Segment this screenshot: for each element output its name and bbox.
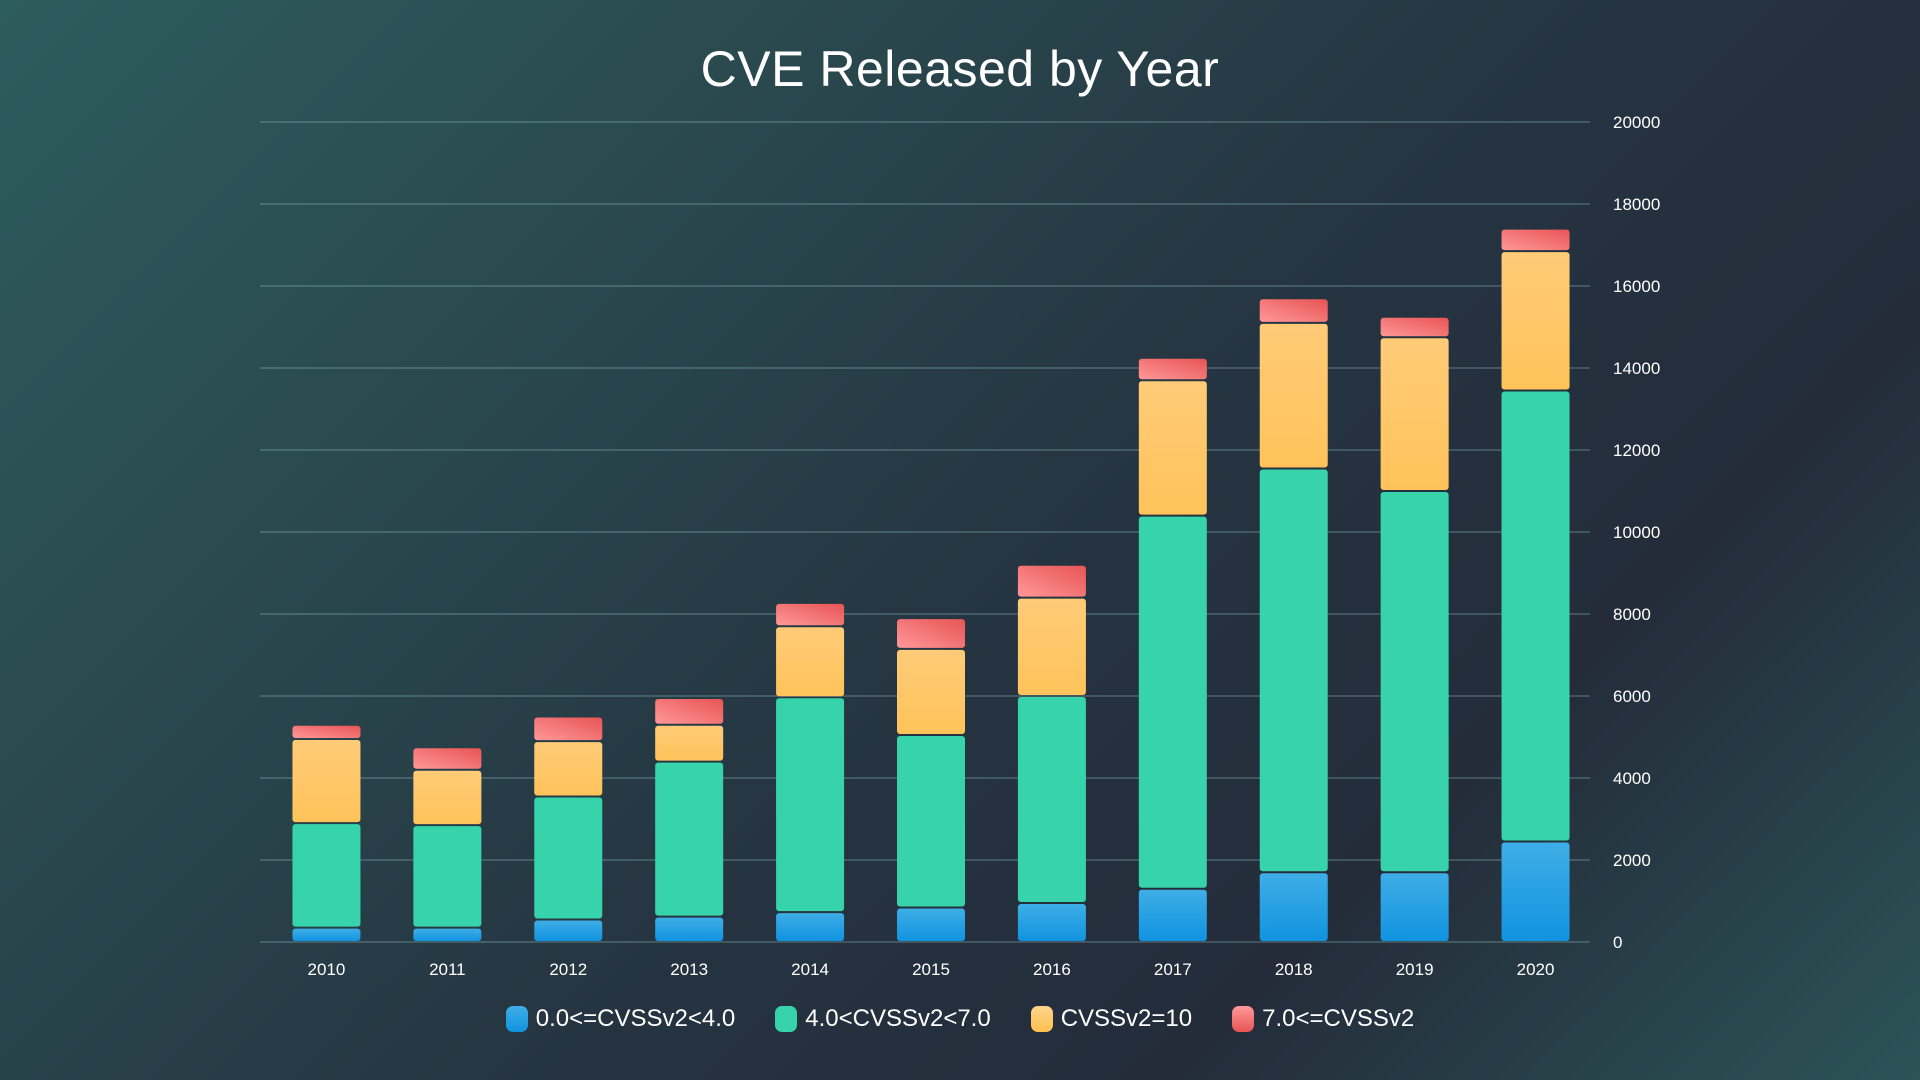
bar-segment-2015-0[interactable]	[897, 908, 965, 941]
bar-segment-2018-2[interactable]	[1259, 323, 1328, 468]
x-tick-label: 2014	[791, 960, 829, 979]
bar-segment-2019-2[interactable]	[1380, 338, 1449, 490]
bar-segment-2012-0[interactable]	[534, 920, 603, 941]
x-tick-label: 2020	[1517, 960, 1555, 979]
x-tick-label: 2018	[1275, 960, 1313, 979]
x-tick-label: 2019	[1396, 960, 1434, 979]
x-tick-label: 2015	[912, 960, 950, 979]
chart-title: CVE Released by Year	[700, 41, 1220, 97]
bar-segment-2019-1[interactable]	[1380, 492, 1449, 872]
bar-segment-2010-2[interactable]	[292, 740, 361, 823]
x-tick-label: 2011	[429, 960, 466, 979]
legend-swatch-icon	[775, 1006, 798, 1032]
legend-item[interactable]: 0.0<=CVSSv2<4.0	[505, 1005, 736, 1033]
legend-label: 7.0<=CVSSv2	[1262, 1005, 1415, 1032]
y-tick-label: 0	[1613, 933, 1622, 952]
y-tick-label: 2000	[1613, 851, 1651, 870]
legend-swatch-icon	[505, 1006, 528, 1032]
bar-segment-2010-0[interactable]	[292, 928, 361, 941]
x-tick-label: 2012	[549, 960, 587, 979]
bar-segment-2018-1[interactable]	[1259, 469, 1328, 872]
legend: 0.0<=CVSSv2<4.0 4.0<CVSSv2<7.0 CVSSv2=10 7.…	[0, 1005, 1920, 1033]
y-tick-label: 10000	[1613, 523, 1660, 542]
bar-segment-2016-3[interactable]	[1017, 565, 1086, 597]
legend-item[interactable]: 7.0<=CVSSv2	[1232, 1005, 1414, 1033]
bar-segment-2011-2[interactable]	[413, 770, 482, 825]
bar-segment-2016-1[interactable]	[1017, 697, 1086, 903]
bar-segment-2015-2[interactable]	[897, 649, 965, 734]
legend-item[interactable]: CVSSv2=10	[1030, 1005, 1193, 1033]
bar-segment-2017-2[interactable]	[1138, 381, 1207, 515]
x-tick-label: 2010	[308, 960, 346, 979]
bar-segment-2011-0[interactable]	[413, 928, 482, 941]
bar-segment-2014-1[interactable]	[776, 698, 845, 912]
bar-segment-2016-2[interactable]	[1017, 598, 1086, 695]
legend-label: 4.0<CVSSv2<7.0	[805, 1005, 991, 1032]
bar-segment-2011-3[interactable]	[413, 748, 482, 769]
bar-segment-2020-1[interactable]	[1501, 391, 1570, 841]
legend-swatch-icon	[1232, 1006, 1255, 1032]
bar-segment-2016-0[interactable]	[1017, 904, 1086, 941]
bar-segment-2014-0[interactable]	[776, 913, 845, 941]
bar-segment-2012-1[interactable]	[534, 797, 603, 919]
legend-label: CVSSv2=10	[1060, 1005, 1193, 1032]
y-tick-label: 20000	[1613, 113, 1660, 132]
bar-segment-2018-3[interactable]	[1259, 299, 1328, 322]
y-tick-label: 16000	[1613, 277, 1660, 296]
bar-segment-2015-3[interactable]	[897, 619, 965, 648]
bar-segment-2013-1[interactable]	[655, 762, 724, 916]
y-tick-label: 18000	[1613, 195, 1660, 214]
bar-segment-2015-1[interactable]	[897, 735, 965, 907]
bar-segment-2020-2[interactable]	[1501, 252, 1570, 390]
y-tick-label: 6000	[1613, 687, 1651, 706]
legend-item[interactable]: 4.0<CVSSv2<7.0	[775, 1005, 991, 1033]
x-tick-label: 2016	[1033, 960, 1071, 979]
legend-label: 0.0<=CVSSv2<4.0	[535, 1005, 736, 1032]
bar-segment-2013-0[interactable]	[655, 917, 724, 941]
bar-segment-2019-3[interactable]	[1380, 317, 1449, 337]
y-tick-label: 14000	[1613, 359, 1660, 378]
bar-segment-2012-3[interactable]	[534, 717, 603, 741]
bar-segment-2010-1[interactable]	[292, 824, 361, 927]
legend-swatch-icon	[1030, 1006, 1053, 1032]
bars	[292, 229, 1570, 941]
x-tick-label: 2013	[670, 960, 708, 979]
y-axis-ticks: 0 2000 4000 6000 8000 10000 12000 14000 16000 180…	[1613, 113, 1660, 952]
bar-segment-2014-3[interactable]	[776, 603, 845, 626]
bar-segment-2017-3[interactable]	[1138, 358, 1207, 380]
bar-segment-2020-3[interactable]	[1501, 229, 1570, 251]
bar-segment-2017-1[interactable]	[1138, 516, 1207, 888]
x-axis-ticks: 2010 2011 2012 2013 2014 2015 2016 2017 2018 2019…	[308, 960, 1555, 979]
y-tick-label: 8000	[1613, 605, 1651, 624]
y-tick-label: 4000	[1613, 769, 1651, 788]
bar-segment-2012-2[interactable]	[534, 742, 603, 796]
bar-segment-2014-2[interactable]	[776, 627, 845, 697]
y-tick-label: 12000	[1613, 441, 1660, 460]
bar-segment-2018-0[interactable]	[1259, 873, 1328, 941]
bar-segment-2011-1[interactable]	[413, 826, 482, 927]
bar-segment-2020-0[interactable]	[1501, 842, 1570, 941]
bar-segment-2017-0[interactable]	[1138, 889, 1207, 941]
bar-segment-2010-3[interactable]	[292, 725, 361, 739]
bar-segment-2019-0[interactable]	[1380, 873, 1449, 941]
x-tick-label: 2017	[1154, 960, 1192, 979]
bar-segment-2013-3[interactable]	[655, 699, 724, 724]
bar-segment-2013-2[interactable]	[655, 725, 724, 761]
